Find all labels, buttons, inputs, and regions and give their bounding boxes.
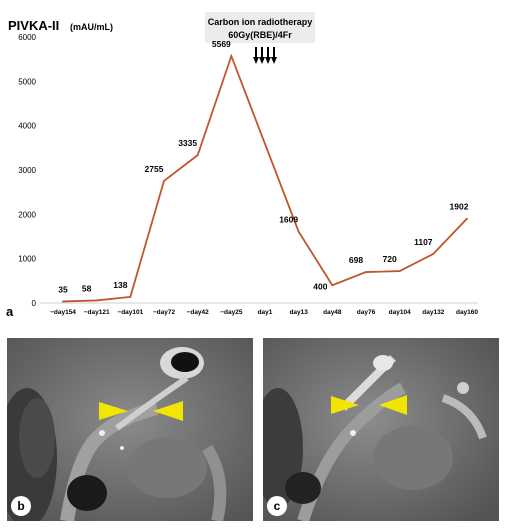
y-tick-label: 5000 — [18, 77, 36, 86]
x-tick-label: day160 — [456, 309, 478, 316]
data-point — [62, 300, 64, 303]
panel-label-c: c — [267, 496, 287, 516]
treatment-arrow — [271, 47, 277, 64]
data-label: 2755 — [145, 164, 164, 174]
data-label: 138 — [113, 280, 127, 290]
x-tick-label: −day72 — [153, 309, 176, 316]
x-tick-label: day76 — [357, 309, 376, 316]
x-tick-label: day48 — [323, 309, 342, 316]
data-label: 400 — [313, 281, 327, 291]
ct-image-b: b — [7, 338, 253, 521]
x-tick-label: −day42 — [187, 309, 210, 316]
data-label: 1609 — [279, 215, 298, 225]
x-tick-label: day132 — [422, 309, 444, 316]
data-point — [297, 230, 300, 233]
data-point — [163, 179, 165, 182]
treatment-arrows — [253, 47, 277, 64]
data-point — [466, 217, 468, 220]
x-tick-label: −day101 — [117, 309, 143, 316]
y-tick-labels: 0 1000 2000 3000 4000 5000 6000 — [18, 33, 36, 308]
chart-unit: (mAU/mL) — [70, 22, 113, 32]
y-tick-label: 6000 — [18, 33, 36, 42]
chart-title: PIVKA-II — [8, 18, 59, 33]
data-label: 720 — [383, 254, 397, 264]
y-tick-label: 1000 — [18, 255, 36, 264]
y-tick-label: 0 — [32, 299, 37, 308]
arrowhead-c-right — [379, 395, 407, 415]
x-tick-label: −day154 — [50, 309, 76, 316]
y-tick-label: 2000 — [18, 210, 36, 219]
treatment-arrow — [253, 47, 259, 64]
data-points — [62, 55, 468, 303]
panel-label-b: b — [11, 496, 31, 516]
annotation-line1: Carbon ion radiotherapy — [208, 17, 313, 27]
y-tick-label: 4000 — [18, 122, 36, 131]
data-label: 58 — [82, 283, 92, 293]
data-point — [95, 299, 98, 302]
x-tick-label: day1 — [258, 309, 273, 316]
ct-scan-b — [7, 338, 253, 521]
arrowhead-b-right — [153, 401, 183, 421]
annotation-line2: 60Gy(RBE)/4Fr — [228, 30, 292, 40]
x-tick-label: day13 — [289, 309, 308, 316]
arrowhead-c-left — [331, 396, 359, 414]
arrowhead-b-left — [99, 402, 128, 420]
data-point — [196, 154, 199, 157]
data-label: 698 — [349, 255, 363, 265]
data-point — [129, 295, 132, 298]
ct-scan-c — [263, 338, 499, 521]
ct-image-c: c — [263, 338, 499, 521]
data-point — [331, 284, 334, 287]
data-label: 3335 — [178, 138, 197, 148]
y-tick-label: 3000 — [18, 166, 36, 175]
treatment-arrow — [259, 47, 265, 64]
x-tick-label: −day121 — [84, 309, 110, 316]
data-label: 1902 — [450, 202, 469, 212]
x-tick-label: day104 — [389, 309, 411, 316]
x-tick-label: −day25 — [220, 309, 243, 316]
data-label: 1107 — [414, 237, 433, 247]
pivka-chart: PIVKA-II (mAU/mL) Carbon ion radiotherap… — [6, 12, 478, 319]
data-label: 5569 — [212, 39, 231, 49]
panel-label-a: a — [6, 304, 14, 319]
data-point — [398, 270, 401, 272]
data-point — [230, 55, 233, 58]
data-point — [432, 253, 435, 255]
data-labels: 35 58 138 2755 3335 5569 1609 400 698 720 1107 1902 — [58, 39, 468, 294]
annotation-box — [205, 12, 315, 43]
treatment-arrow — [265, 47, 271, 64]
data-label: 35 — [58, 284, 68, 294]
x-tick-labels: −day154 −day121 −day101 −day72 −day42 −day25 d… — [50, 309, 478, 316]
data-point — [365, 271, 367, 273]
series-line — [62, 53, 468, 303]
